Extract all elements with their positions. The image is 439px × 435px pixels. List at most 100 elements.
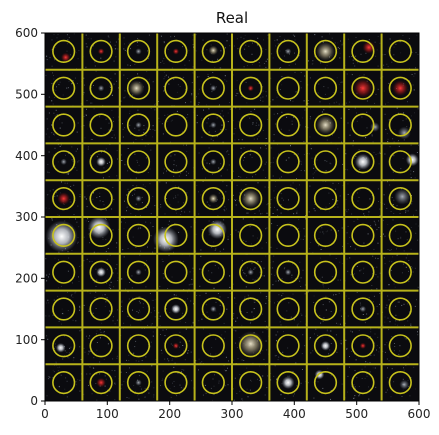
aperture-circle — [239, 113, 263, 137]
noise-pixel — [220, 67, 222, 69]
noise-pixel — [250, 154, 251, 156]
noise-pixel — [102, 370, 104, 371]
x-tick-label: 200 — [158, 407, 181, 421]
noise-pixel — [136, 41, 138, 43]
noise-pixel — [260, 261, 262, 263]
noise-pixel — [62, 312, 64, 314]
noise-pixel — [410, 144, 412, 146]
noise-pixel — [272, 284, 274, 286]
astro-source — [135, 48, 142, 55]
noise-pixel — [92, 367, 94, 369]
noise-pixel — [196, 185, 198, 186]
noise-pixel — [397, 301, 399, 303]
noise-pixel — [154, 104, 155, 106]
noise-pixel — [53, 112, 55, 114]
noise-pixel — [114, 44, 116, 46]
noise-pixel — [67, 251, 69, 253]
noise-pixel — [272, 99, 274, 101]
noise-pixel — [99, 192, 101, 194]
noise-pixel — [386, 358, 388, 360]
noise-pixel — [280, 324, 282, 326]
noise-pixel — [220, 175, 222, 177]
noise-pixel — [110, 281, 112, 283]
noise-pixel — [94, 61, 96, 63]
aperture-circle — [201, 187, 225, 211]
noise-pixel — [359, 270, 361, 272]
noise-pixel — [146, 79, 148, 81]
noise-pixel — [191, 278, 193, 280]
noise-pixel — [113, 83, 115, 85]
noise-pixel — [256, 168, 258, 170]
noise-pixel — [400, 52, 402, 54]
noise-pixel — [136, 159, 138, 161]
noise-pixel — [387, 181, 388, 183]
noise-pixel — [405, 212, 407, 214]
noise-pixel — [315, 381, 317, 382]
noise-pixel — [388, 329, 390, 331]
noise-pixel — [83, 92, 85, 94]
noise-pixel — [358, 386, 360, 387]
noise-pixel — [300, 321, 302, 323]
noise-pixel — [273, 375, 275, 377]
noise-pixel — [359, 168, 361, 170]
noise-pixel — [244, 48, 246, 50]
noise-pixel — [407, 320, 409, 322]
noise-pixel — [246, 177, 248, 178]
grid-layer — [45, 33, 419, 401]
noise-pixel — [330, 163, 332, 165]
astro-source — [208, 45, 219, 56]
noise-pixel — [408, 270, 409, 272]
noise-pixel — [398, 140, 399, 142]
noise-pixel — [382, 76, 384, 78]
noise-pixel — [109, 390, 111, 392]
noise-pixel — [411, 203, 413, 205]
noise-pixel — [46, 335, 48, 337]
x-tick-label: 500 — [345, 407, 368, 421]
noise-pixel — [163, 168, 165, 170]
noise-pixel — [387, 249, 389, 250]
aperture-circle — [201, 76, 225, 100]
noise-pixel — [173, 160, 175, 162]
astro-source — [210, 158, 217, 165]
noise-pixel — [130, 133, 132, 135]
noise-pixel — [147, 144, 149, 145]
noise-pixel — [330, 398, 331, 400]
noise-pixel — [56, 195, 58, 197]
noise-pixel — [58, 321, 60, 322]
aperture-circle — [201, 334, 225, 358]
noise-pixel — [139, 250, 141, 252]
noise-pixel — [160, 334, 161, 335]
noise-pixel — [314, 172, 316, 174]
noise-pixel — [288, 302, 290, 304]
noise-pixel — [109, 85, 111, 87]
noise-pixel — [108, 36, 110, 38]
aperture-circle — [89, 371, 113, 395]
noise-pixel — [389, 184, 391, 186]
noise-pixel — [76, 52, 77, 54]
noise-pixel — [338, 182, 340, 184]
noise-pixel — [51, 219, 53, 221]
noise-pixel — [361, 116, 363, 118]
noise-pixel — [341, 227, 343, 229]
noise-pixel — [402, 263, 404, 265]
noise-pixel — [148, 129, 150, 131]
noise-pixel — [108, 176, 110, 178]
noise-pixel — [237, 48, 239, 50]
noise-pixel — [205, 177, 206, 179]
noise-pixel — [134, 193, 135, 195]
noise-pixel — [336, 322, 337, 324]
noise-pixel — [319, 42, 321, 44]
noise-pixel — [352, 145, 354, 147]
noise-pixel — [355, 37, 357, 38]
noise-pixel — [216, 117, 218, 119]
noise-pixel — [352, 197, 354, 199]
noise-pixel — [375, 257, 376, 259]
noise-pixel — [140, 280, 142, 282]
noise-pixel — [274, 185, 276, 187]
noise-pixel — [289, 222, 291, 224]
noise-pixel — [203, 109, 204, 111]
aperture-circle — [276, 187, 300, 211]
noise-pixel — [275, 180, 276, 182]
noise-pixel — [410, 170, 412, 172]
noise-pixel — [346, 102, 347, 104]
